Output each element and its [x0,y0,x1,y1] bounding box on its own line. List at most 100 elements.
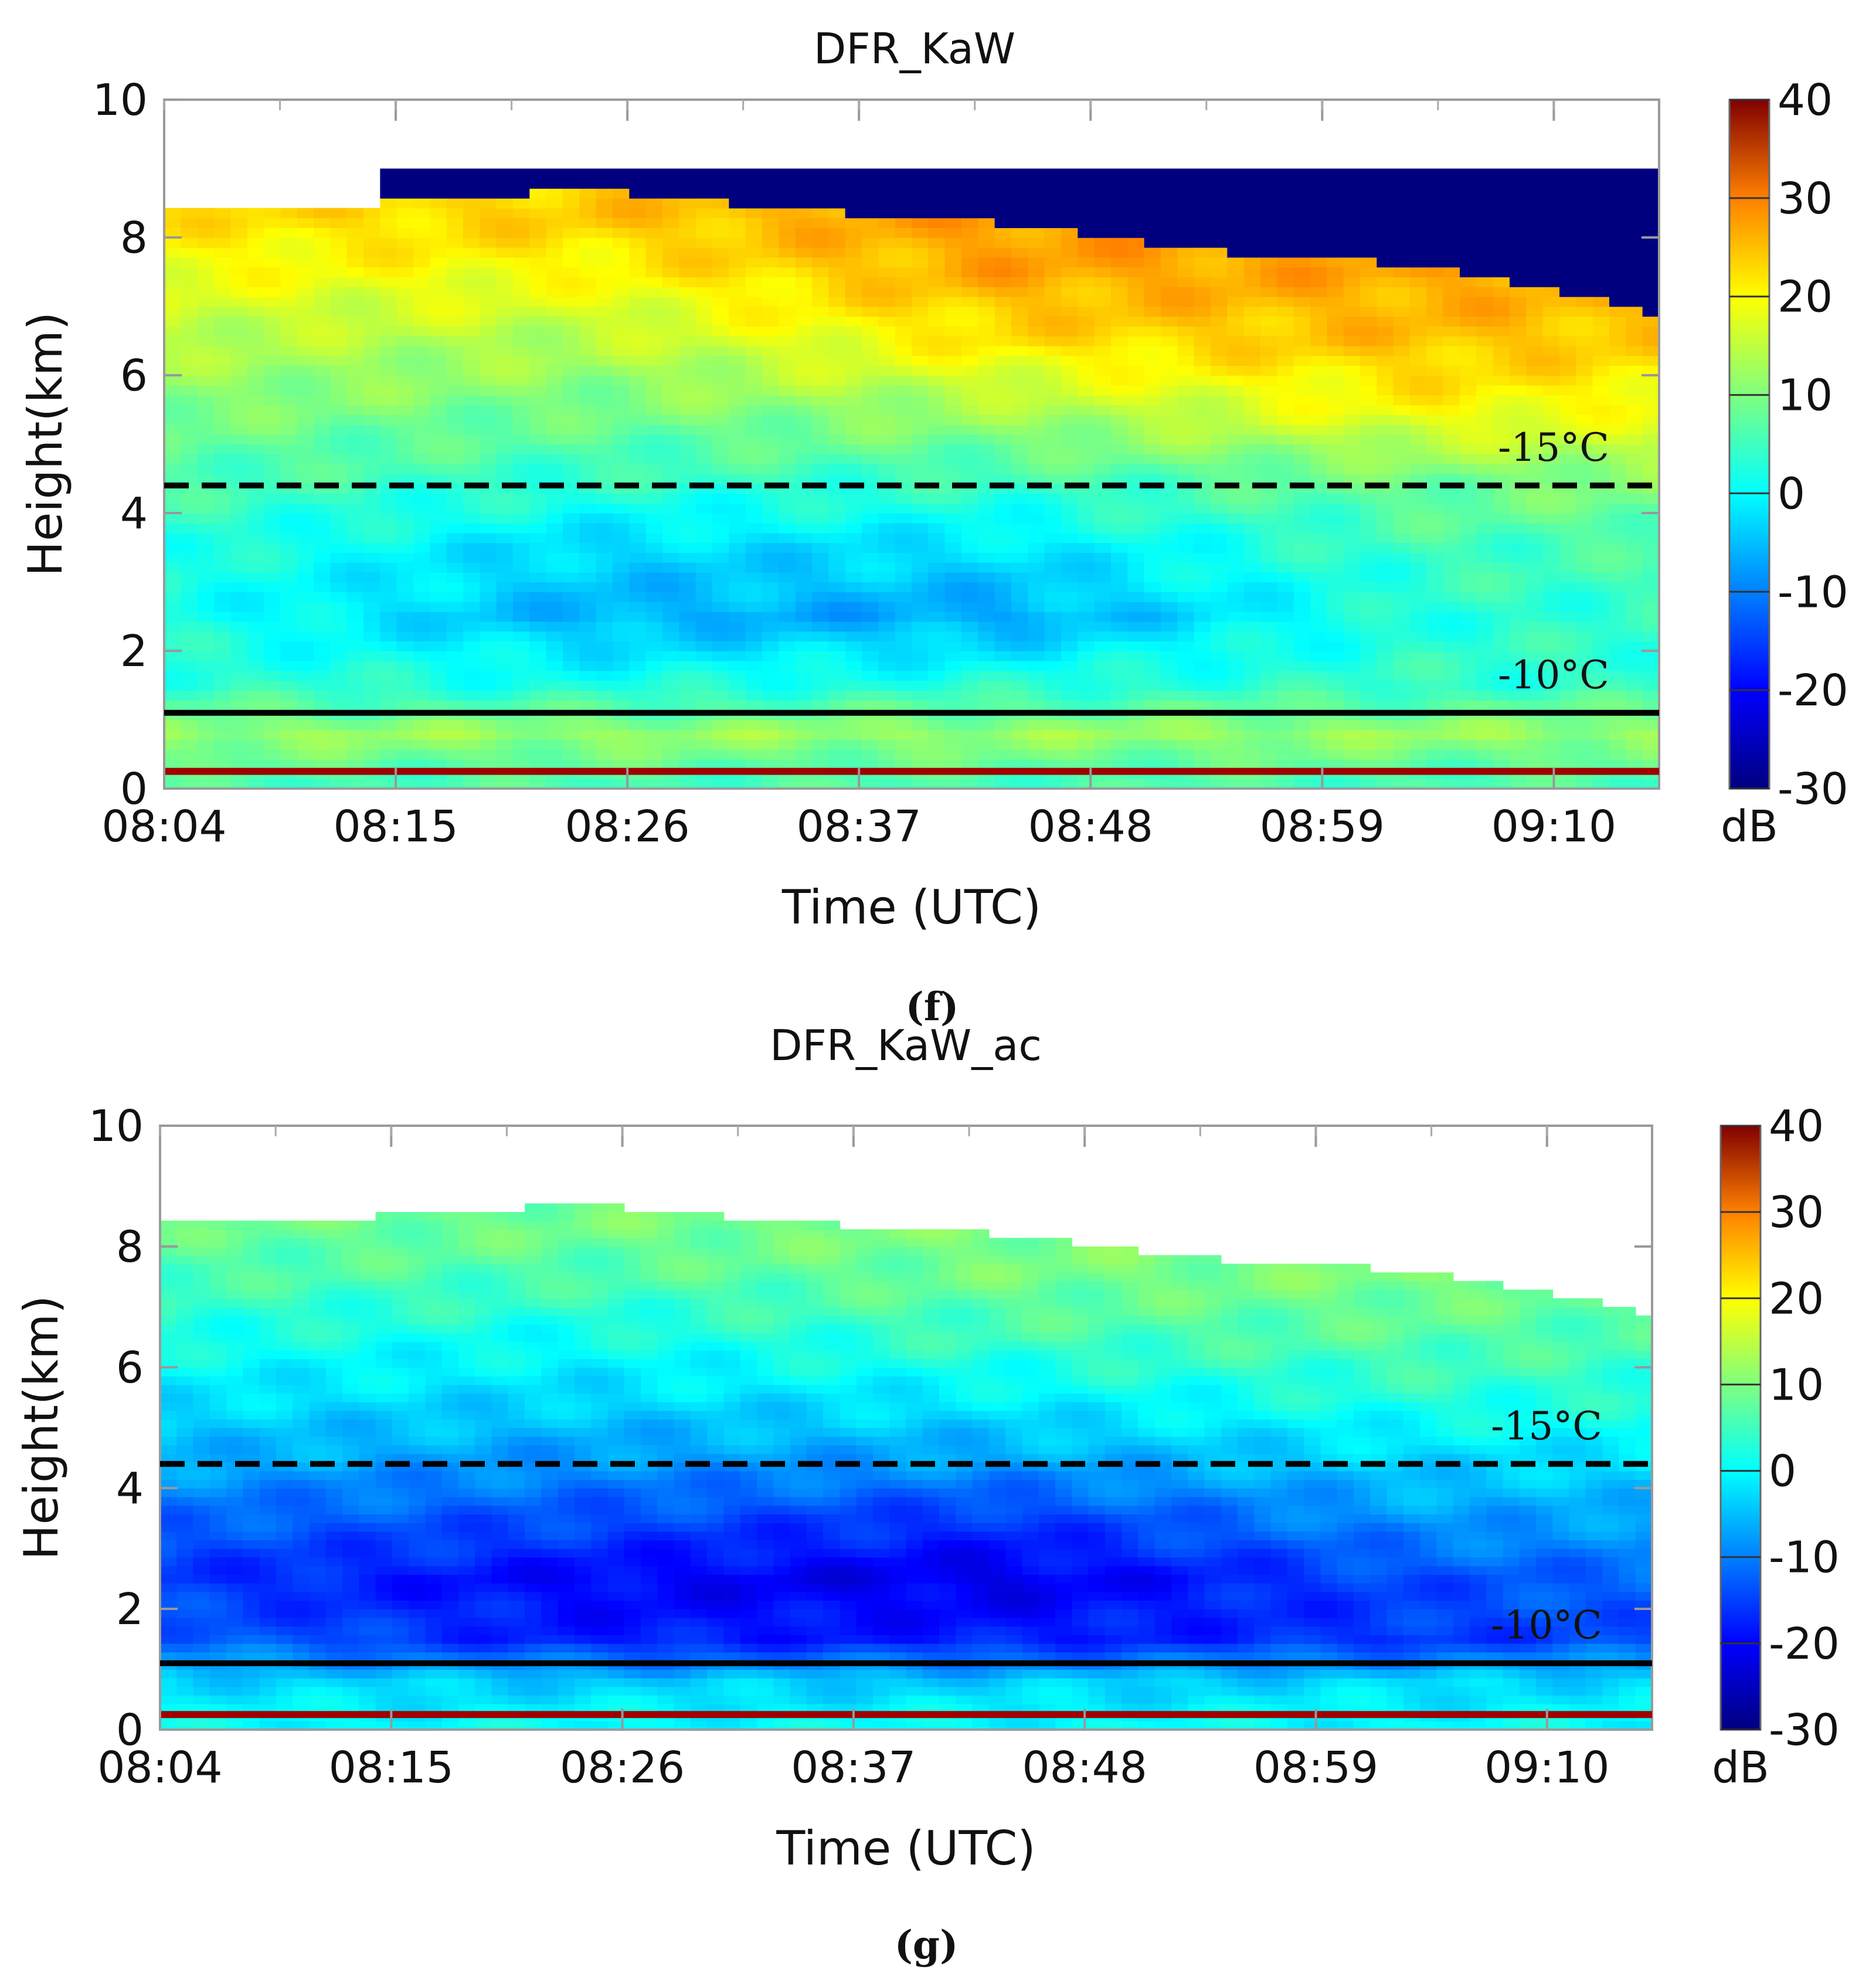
heatmap-cell [1476,779,1494,789]
heatmap-cell [662,699,680,711]
heatmap-cell [413,218,431,229]
heatmap-cell [1393,522,1411,534]
heatmap-cell [230,444,248,455]
heatmap-cell [496,424,514,435]
heatmap-cell [961,454,979,464]
heatmap-cell [1393,532,1411,544]
heatmap-cell [1377,699,1394,711]
heatmap-cell [181,572,198,583]
heatmap-cell [1377,257,1394,268]
heatmap-cell [1393,680,1411,691]
heatmap-cell [762,247,780,258]
heatmap-cell [978,493,995,504]
heatmap-cell [745,306,763,317]
heatmap-cell [695,690,713,701]
heatmap-cell [1343,178,1361,189]
heatmap-cell [662,375,680,386]
heatmap-cell [613,375,630,386]
heatmap-cell [795,680,813,691]
heatmap-cell [413,168,431,179]
heatmap-cell [230,532,248,544]
heatmap-cell [1393,277,1411,287]
heatmap-cell [1127,670,1145,681]
heatmap-cell [181,749,198,760]
heatmap-cell [1044,572,1062,583]
heatmap-cell [1028,218,1045,229]
heatmap-cell [314,286,331,297]
heatmap-cell [496,306,514,317]
heatmap-cell [1476,188,1494,199]
heatmap-cell [513,375,531,386]
heatmap-cell [762,178,780,189]
heatmap-cell [961,444,979,455]
heatmap-cell [1161,444,1178,455]
heatmap-cell [1028,473,1045,484]
heatmap-cell [1343,552,1361,563]
heatmap-cell [1044,513,1062,524]
heatmap-cell [297,552,314,563]
heatmap-cell [413,415,431,425]
heatmap-cell [214,532,232,544]
heatmap-cell [197,415,215,425]
heatmap-cell [1293,493,1311,504]
heatmap-cell [297,660,314,671]
heatmap-cell [1393,178,1411,189]
heatmap-cell [1360,532,1378,544]
heatmap-cell [745,218,763,229]
heatmap-cell [529,365,547,376]
heatmap-cell [729,237,746,248]
heatmap-cell [978,316,995,327]
heatmap-cell [297,670,314,681]
heatmap-cell [862,729,879,740]
heatmap-cell [812,699,830,711]
heatmap-cell [1194,424,1211,435]
heatmap-cell [629,660,647,671]
heatmap-cell [613,572,630,583]
heatmap-cell [1327,464,1344,474]
heatmap-cell [396,513,414,524]
heatmap-cell [1443,739,1460,750]
heatmap-cell [1410,395,1428,406]
heatmap-cell [795,355,813,366]
heatmap-cell [579,621,597,632]
heatmap-cell [1177,237,1195,248]
heatmap-cell [346,296,364,307]
heatmap-cell [363,473,381,484]
heatmap-cell [795,247,813,258]
heatmap-cell [230,277,248,287]
heatmap-cell [613,670,630,681]
heatmap-cell [645,198,663,209]
heatmap-cell [1061,424,1079,435]
heatmap-cell [363,611,381,622]
heatmap-cell [662,444,680,455]
heatmap-cell [1293,602,1311,612]
heatmap-cell [496,513,514,524]
heatmap-cell [396,237,414,248]
heatmap-cell [1293,415,1311,425]
heatmap-cell [978,286,995,297]
heatmap-cell [529,562,547,573]
heatmap-cell [164,621,182,632]
heatmap-cell [912,227,929,238]
heatmap-cell [596,326,613,337]
heatmap-cell [1011,306,1029,317]
heatmap-cell [396,651,414,661]
heatmap-cell [214,434,232,445]
heatmap-cell [994,493,1012,504]
heatmap-cell [546,296,563,307]
heatmap-cell [264,602,281,612]
heatmap-cell [1011,749,1029,760]
heatmap-cell [1094,699,1112,711]
heatmap-cell [264,326,281,337]
heatmap-cell [480,779,497,789]
heatmap-cell [247,592,264,602]
heatmap-cell [1410,375,1428,386]
heatmap-cell [1377,522,1394,534]
heatmap-cell [1327,493,1344,504]
heatmap-cell [513,424,531,435]
heatmap-cell [1476,168,1494,179]
heatmap-cell [230,602,248,612]
heatmap-cell [1127,227,1145,238]
heatmap-cell [596,611,613,622]
heatmap-cell [214,277,232,287]
